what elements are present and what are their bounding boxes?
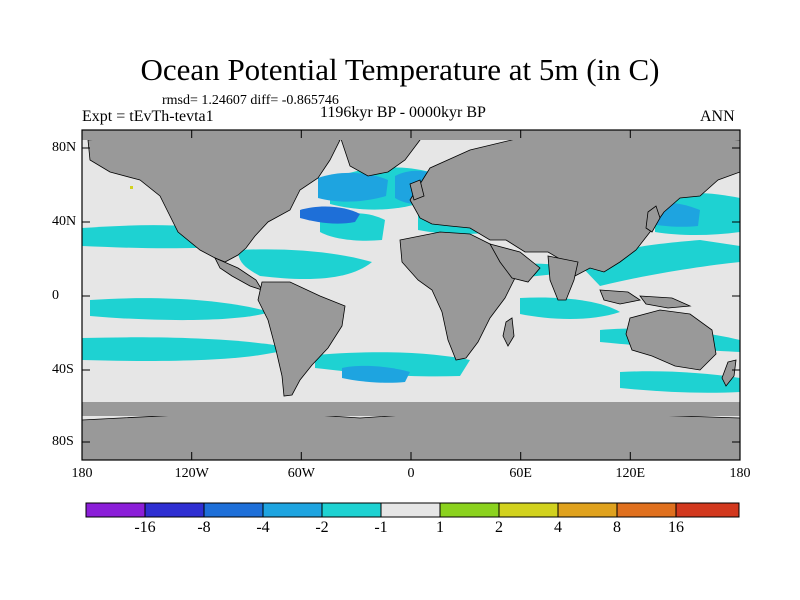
colorbar-label-9: 8: [613, 519, 621, 536]
colorbar-label-10: 16: [668, 519, 684, 536]
experiment-label: Expt = tEvTh-tevta1: [82, 108, 214, 125]
colorbar-label-1: -16: [134, 519, 156, 536]
colorbar-label-7: 2: [495, 519, 503, 536]
colorbar-label-3: -4: [256, 519, 270, 536]
lat-label-0: 0: [52, 288, 59, 303]
lon-label-60e: 60E: [509, 466, 532, 481]
colorbar-box-5: [321, 502, 382, 518]
australia: [625, 309, 717, 371]
colorbar-label-5: -1: [374, 519, 388, 536]
colorbar-box-4: [262, 502, 323, 518]
coolest-anomaly-region: [300, 206, 360, 224]
colorbar-label-6: 1: [436, 519, 444, 536]
colorbar-box-7: [439, 502, 500, 518]
colorbar-box-8: [498, 502, 559, 518]
colorbar-box-9: [557, 502, 618, 518]
south-america: [257, 281, 346, 397]
lon-label-180w: 180: [71, 466, 93, 481]
lat-label-80n: 80N: [52, 140, 77, 155]
lat-label-40n: 40N: [52, 214, 77, 229]
colorbar-label-8: 4: [554, 519, 562, 536]
rmsd-diff-stats: rmsd= 1.24607 diff= -0.865746: [162, 93, 339, 108]
colorbar-box-2: [144, 502, 205, 518]
season-label: ANN: [700, 108, 735, 125]
time-period-label: 1196kyr BP - 0000kyr BP: [320, 104, 486, 121]
axis-ticks: [81, 130, 740, 460]
africa: [399, 231, 519, 361]
colorbar-box-1: [85, 502, 146, 518]
lat-label-80s: 80S: [52, 434, 74, 449]
lon-label-0: 0: [407, 466, 415, 481]
colorbar-box-3: [203, 502, 264, 518]
colorbar-box-11: [675, 502, 740, 518]
colorbar-label-2: -8: [197, 519, 211, 536]
lon-label-180e: 180: [729, 466, 751, 481]
colorbar: [85, 502, 740, 518]
colorbar-box-10: [616, 502, 677, 518]
colorbar-label-4: -2: [315, 519, 329, 536]
land-masses: [82, 130, 740, 460]
lon-label-60w: 60W: [287, 466, 315, 481]
lat-label-40s: 40S: [52, 362, 74, 377]
lon-label-120w: 120W: [174, 466, 209, 481]
chart-title: Ocean Potential Temperature at 5m (in C): [140, 52, 660, 87]
map-area: [82, 130, 740, 460]
colorbar-box-6: [380, 502, 441, 518]
lon-label-120e: 120E: [615, 466, 646, 481]
